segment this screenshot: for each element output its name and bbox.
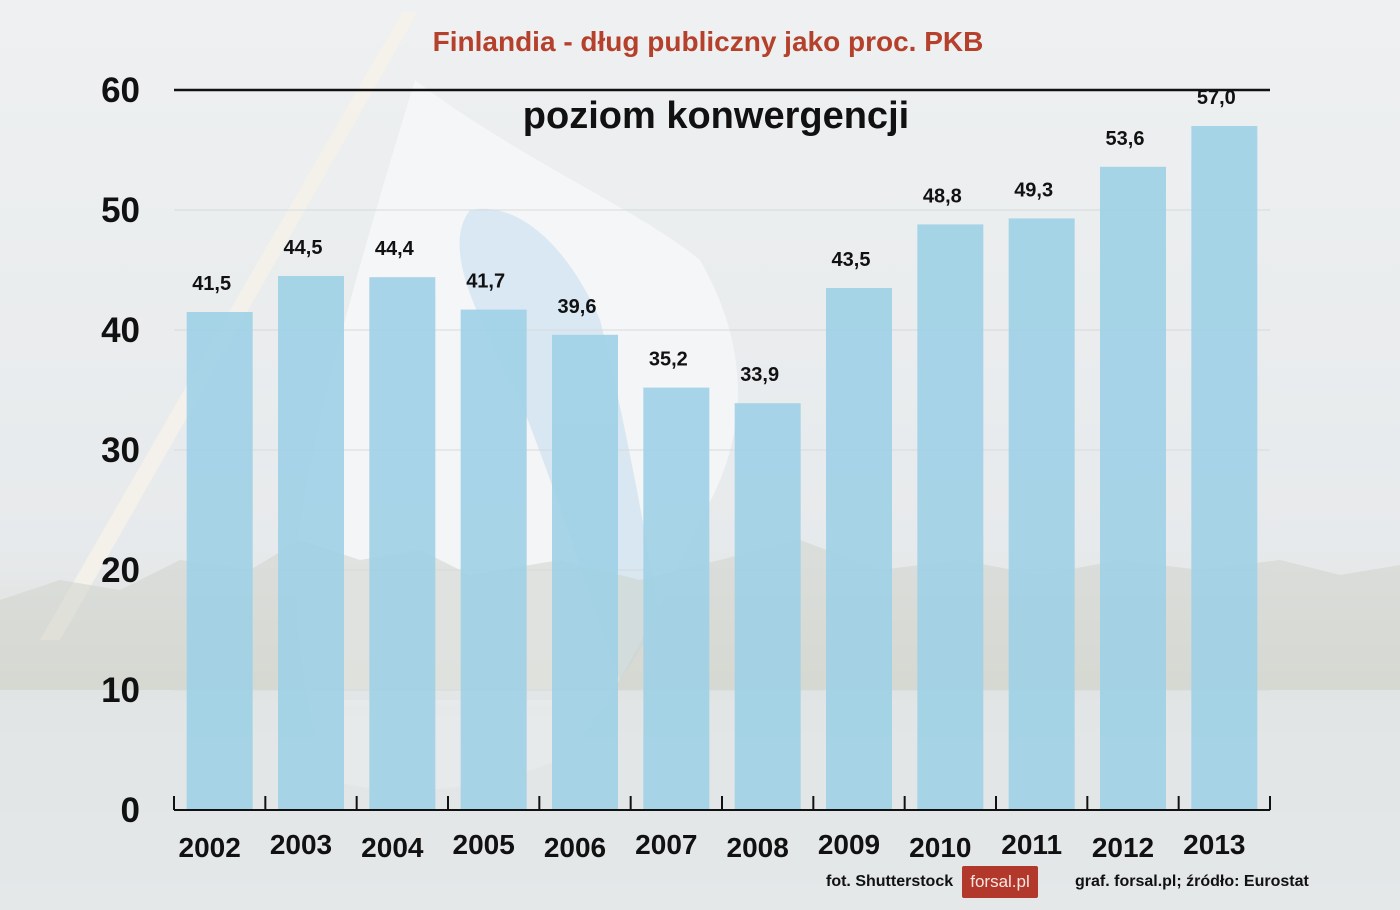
x-tick-label: 2005 [453, 829, 515, 860]
gridlines [174, 209, 1270, 691]
bar-2002 [186, 312, 253, 810]
chart-title: Finlandia - dług publiczny jako proc. PK… [432, 26, 984, 57]
y-tick-label: 10 [101, 671, 140, 710]
x-tick-label: 2009 [818, 829, 880, 860]
value-label: 44,5 [284, 237, 323, 259]
bar-2008 [734, 403, 801, 810]
bar-2012 [1100, 166, 1166, 811]
convergence-annotation: poziom konwergencji [523, 95, 909, 137]
x-tick-label: 2007 [635, 829, 697, 860]
value-label: 41,7 [466, 271, 505, 293]
bar-2011 [1008, 218, 1075, 810]
value-label: 53,6 [1106, 128, 1145, 150]
value-labels: 41,5 44,5 44,4 41,7 39,6 35,2 33,9 43,5 48,8 49,3… [192, 87, 1236, 386]
value-label: 41,5 [192, 273, 231, 295]
source-note: graf. forsal.pl; źródło: Eurostat [1075, 873, 1309, 890]
bar-2007 [643, 387, 710, 810]
bar-2009 [826, 288, 892, 810]
bars [186, 126, 1258, 811]
y-tick-label: 60 [101, 71, 140, 110]
x-tick-label: 2006 [544, 832, 606, 863]
bar-2010 [917, 224, 984, 810]
y-tick-label: 50 [101, 191, 140, 230]
value-label: 49,3 [1014, 179, 1053, 201]
x-tick-label: 2012 [1092, 832, 1154, 863]
x-axis [173, 796, 1271, 811]
y-tick-label: 20 [101, 551, 140, 590]
y-tick-label: 30 [101, 431, 140, 470]
x-tick-label: 2013 [1183, 829, 1245, 860]
value-label: 48,8 [923, 185, 962, 207]
value-label: 43,5 [832, 249, 871, 271]
x-tick-label: 2002 [179, 832, 241, 863]
x-tick-label: 2004 [361, 832, 424, 863]
value-label: 33,9 [740, 364, 779, 386]
y-axis-ticks: 0 10 20 30 40 50 60 [101, 71, 140, 830]
photo-credit: fot. Shutterstock [826, 873, 954, 890]
x-axis-ticks: 2002 2003 2004 2005 2006 2007 2008 2009 2010 2011… [179, 829, 1246, 863]
bar-2003 [278, 276, 344, 810]
bar-2013 [1191, 126, 1258, 810]
forsal-logo[interactable]: forsal.pl [962, 866, 1038, 898]
value-label: 57,0 [1197, 87, 1236, 109]
x-tick-label: 2008 [727, 832, 789, 863]
x-tick-label: 2010 [909, 832, 971, 863]
x-tick-label: 2003 [270, 829, 332, 860]
value-label: 44,4 [375, 238, 415, 260]
value-label: 35,2 [649, 349, 688, 371]
bar-2005 [460, 309, 527, 810]
bar-2004 [369, 277, 436, 810]
y-tick-label: 0 [121, 791, 140, 830]
y-tick-label: 40 [101, 311, 140, 350]
value-label: 39,6 [558, 296, 597, 318]
x-tick-label: 2011 [1001, 829, 1062, 860]
bar-2006 [552, 334, 618, 810]
